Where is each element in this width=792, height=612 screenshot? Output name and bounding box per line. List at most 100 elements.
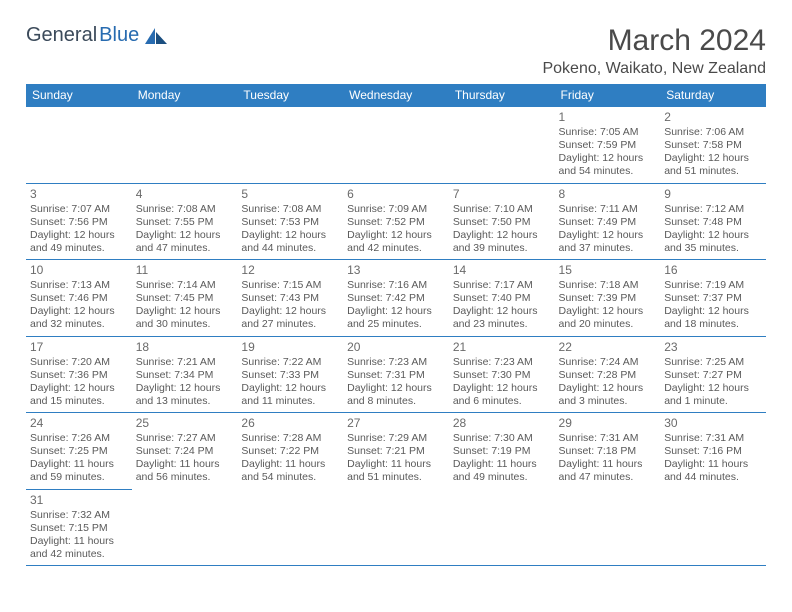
weekday-header: Wednesday — [343, 84, 449, 107]
sunrise-line: Sunrise: 7:14 AM — [136, 279, 234, 292]
calendar-cell: 22Sunrise: 7:24 AMSunset: 7:28 PMDayligh… — [555, 336, 661, 413]
daylight-line: Daylight: 12 hours and 1 minute. — [664, 382, 762, 408]
calendar-row: 17Sunrise: 7:20 AMSunset: 7:36 PMDayligh… — [26, 336, 766, 413]
daylight-line: Daylight: 12 hours and 20 minutes. — [559, 305, 657, 331]
sunset-line: Sunset: 7:40 PM — [453, 292, 551, 305]
sunrise-line: Sunrise: 7:06 AM — [664, 126, 762, 139]
calendar-cell: 31Sunrise: 7:32 AMSunset: 7:15 PMDayligh… — [26, 489, 132, 566]
sunrise-line: Sunrise: 7:31 AM — [559, 432, 657, 445]
sunset-line: Sunset: 7:43 PM — [241, 292, 339, 305]
day-number: 13 — [347, 263, 445, 278]
weekday-header: Sunday — [26, 84, 132, 107]
sunrise-line: Sunrise: 7:05 AM — [559, 126, 657, 139]
day-number: 6 — [347, 187, 445, 202]
sunset-line: Sunset: 7:28 PM — [559, 369, 657, 382]
sunrise-line: Sunrise: 7:17 AM — [453, 279, 551, 292]
daylight-line: Daylight: 12 hours and 13 minutes. — [136, 382, 234, 408]
sunrise-line: Sunrise: 7:09 AM — [347, 203, 445, 216]
weekday-header: Monday — [132, 84, 238, 107]
calendar-cell — [449, 107, 555, 184]
calendar-cell — [237, 107, 343, 184]
day-number: 22 — [559, 340, 657, 355]
sunrise-line: Sunrise: 7:20 AM — [30, 356, 128, 369]
day-number: 21 — [453, 340, 551, 355]
weekday-header: Friday — [555, 84, 661, 107]
day-number: 29 — [559, 416, 657, 431]
daylight-line: Daylight: 12 hours and 35 minutes. — [664, 229, 762, 255]
daylight-line: Daylight: 12 hours and 18 minutes. — [664, 305, 762, 331]
calendar-cell: 11Sunrise: 7:14 AMSunset: 7:45 PMDayligh… — [132, 260, 238, 337]
calendar-cell: 18Sunrise: 7:21 AMSunset: 7:34 PMDayligh… — [132, 336, 238, 413]
daylight-line: Daylight: 12 hours and 44 minutes. — [241, 229, 339, 255]
calendar-cell: 17Sunrise: 7:20 AMSunset: 7:36 PMDayligh… — [26, 336, 132, 413]
sunrise-line: Sunrise: 7:25 AM — [664, 356, 762, 369]
sunrise-line: Sunrise: 7:12 AM — [664, 203, 762, 216]
calendar-cell: 24Sunrise: 7:26 AMSunset: 7:25 PMDayligh… — [26, 413, 132, 490]
day-number: 25 — [136, 416, 234, 431]
daylight-line: Daylight: 12 hours and 8 minutes. — [347, 382, 445, 408]
sunset-line: Sunset: 7:21 PM — [347, 445, 445, 458]
calendar-row: 1Sunrise: 7:05 AMSunset: 7:59 PMDaylight… — [26, 107, 766, 184]
location-label: Pokeno, Waikato, New Zealand — [542, 60, 766, 78]
daylight-line: Daylight: 11 hours and 42 minutes. — [30, 535, 128, 561]
sunrise-line: Sunrise: 7:13 AM — [30, 279, 128, 292]
calendar-cell — [449, 489, 555, 566]
sunset-line: Sunset: 7:50 PM — [453, 216, 551, 229]
calendar-cell: 14Sunrise: 7:17 AMSunset: 7:40 PMDayligh… — [449, 260, 555, 337]
daylight-line: Daylight: 11 hours and 47 minutes. — [559, 458, 657, 484]
sunrise-line: Sunrise: 7:28 AM — [241, 432, 339, 445]
calendar-cell: 9Sunrise: 7:12 AMSunset: 7:48 PMDaylight… — [660, 183, 766, 260]
calendar-cell — [555, 489, 661, 566]
calendar-cell: 26Sunrise: 7:28 AMSunset: 7:22 PMDayligh… — [237, 413, 343, 490]
calendar-cell: 27Sunrise: 7:29 AMSunset: 7:21 PMDayligh… — [343, 413, 449, 490]
month-title: March 2024 — [542, 24, 766, 58]
sunrise-line: Sunrise: 7:29 AM — [347, 432, 445, 445]
day-number: 28 — [453, 416, 551, 431]
calendar-cell: 30Sunrise: 7:31 AMSunset: 7:16 PMDayligh… — [660, 413, 766, 490]
sunrise-line: Sunrise: 7:15 AM — [241, 279, 339, 292]
sunset-line: Sunset: 7:19 PM — [453, 445, 551, 458]
sunset-line: Sunset: 7:25 PM — [30, 445, 128, 458]
calendar-table: Sunday Monday Tuesday Wednesday Thursday… — [26, 84, 766, 566]
sunrise-line: Sunrise: 7:08 AM — [241, 203, 339, 216]
daylight-line: Daylight: 12 hours and 47 minutes. — [136, 229, 234, 255]
daylight-line: Daylight: 12 hours and 42 minutes. — [347, 229, 445, 255]
calendar-row: 10Sunrise: 7:13 AMSunset: 7:46 PMDayligh… — [26, 260, 766, 337]
daylight-line: Daylight: 12 hours and 23 minutes. — [453, 305, 551, 331]
daylight-line: Daylight: 12 hours and 30 minutes. — [136, 305, 234, 331]
sunset-line: Sunset: 7:36 PM — [30, 369, 128, 382]
calendar-cell: 3Sunrise: 7:07 AMSunset: 7:56 PMDaylight… — [26, 183, 132, 260]
daylight-line: Daylight: 11 hours and 59 minutes. — [30, 458, 128, 484]
brand-name-1: General — [26, 24, 97, 47]
sunrise-line: Sunrise: 7:26 AM — [30, 432, 128, 445]
calendar-cell: 7Sunrise: 7:10 AMSunset: 7:50 PMDaylight… — [449, 183, 555, 260]
calendar-cell: 28Sunrise: 7:30 AMSunset: 7:19 PMDayligh… — [449, 413, 555, 490]
calendar-cell: 10Sunrise: 7:13 AMSunset: 7:46 PMDayligh… — [26, 260, 132, 337]
calendar-cell — [26, 107, 132, 184]
day-number: 23 — [664, 340, 762, 355]
day-number: 2 — [664, 110, 762, 125]
daylight-line: Daylight: 12 hours and 15 minutes. — [30, 382, 128, 408]
sunrise-line: Sunrise: 7:10 AM — [453, 203, 551, 216]
day-number: 12 — [241, 263, 339, 278]
day-number: 1 — [559, 110, 657, 125]
sunset-line: Sunset: 7:24 PM — [136, 445, 234, 458]
sunrise-line: Sunrise: 7:11 AM — [559, 203, 657, 216]
calendar-cell: 16Sunrise: 7:19 AMSunset: 7:37 PMDayligh… — [660, 260, 766, 337]
calendar-cell: 29Sunrise: 7:31 AMSunset: 7:18 PMDayligh… — [555, 413, 661, 490]
sunset-line: Sunset: 7:31 PM — [347, 369, 445, 382]
day-number: 31 — [30, 493, 128, 508]
day-number: 20 — [347, 340, 445, 355]
sunrise-line: Sunrise: 7:23 AM — [453, 356, 551, 369]
weekday-header: Tuesday — [237, 84, 343, 107]
calendar-cell: 13Sunrise: 7:16 AMSunset: 7:42 PMDayligh… — [343, 260, 449, 337]
day-number: 17 — [30, 340, 128, 355]
day-number: 8 — [559, 187, 657, 202]
day-number: 19 — [241, 340, 339, 355]
weekday-header: Saturday — [660, 84, 766, 107]
calendar-row: 3Sunrise: 7:07 AMSunset: 7:56 PMDaylight… — [26, 183, 766, 260]
sunrise-line: Sunrise: 7:22 AM — [241, 356, 339, 369]
daylight-line: Daylight: 11 hours and 56 minutes. — [136, 458, 234, 484]
sunset-line: Sunset: 7:53 PM — [241, 216, 339, 229]
day-number: 3 — [30, 187, 128, 202]
